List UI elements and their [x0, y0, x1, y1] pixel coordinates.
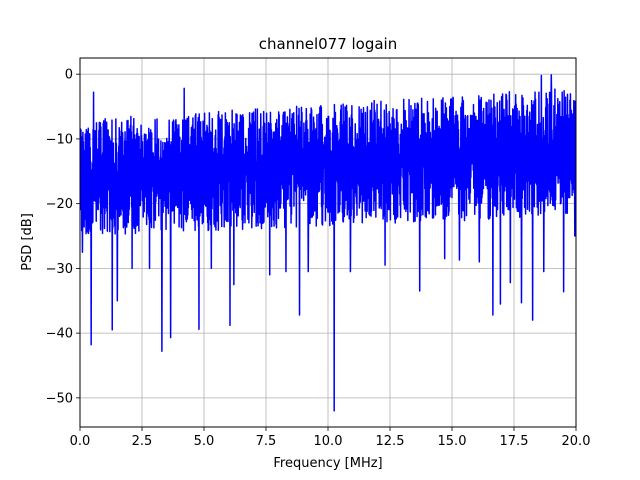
chart-title: channel077 logain	[259, 35, 398, 53]
x-axis-label: Frequency [MHz]	[273, 456, 382, 471]
x-tick-label: 5.0	[194, 434, 215, 449]
y-tick-label: −30	[46, 262, 73, 277]
y-tick-label: 0	[65, 68, 73, 83]
x-axis-ticks: 0.0 2.5 5.0 7.5 10.0 12.5 15.0 17.5 20.0	[70, 427, 591, 449]
x-tick-label: 2.5	[132, 434, 153, 449]
x-tick-label: 17.5	[500, 434, 529, 449]
y-tick-label: −20	[46, 197, 73, 212]
x-tick-label: 7.5	[256, 434, 277, 449]
y-axis-label: PSD [dB]	[20, 213, 35, 271]
series-group	[80, 74, 576, 412]
y-axis-ticks: 0 −10 −20 −30 −40 −50	[46, 68, 80, 406]
x-tick-label: 20.0	[562, 434, 591, 449]
y-tick-label: −50	[46, 391, 73, 406]
y-tick-label: −40	[46, 327, 73, 342]
x-tick-label: 10.0	[314, 434, 343, 449]
x-tick-label: 0.0	[70, 434, 91, 449]
psd-series-line	[80, 74, 576, 412]
y-tick-label: −10	[46, 132, 73, 147]
x-tick-label: 12.5	[376, 434, 405, 449]
x-tick-label: 15.0	[438, 434, 467, 449]
